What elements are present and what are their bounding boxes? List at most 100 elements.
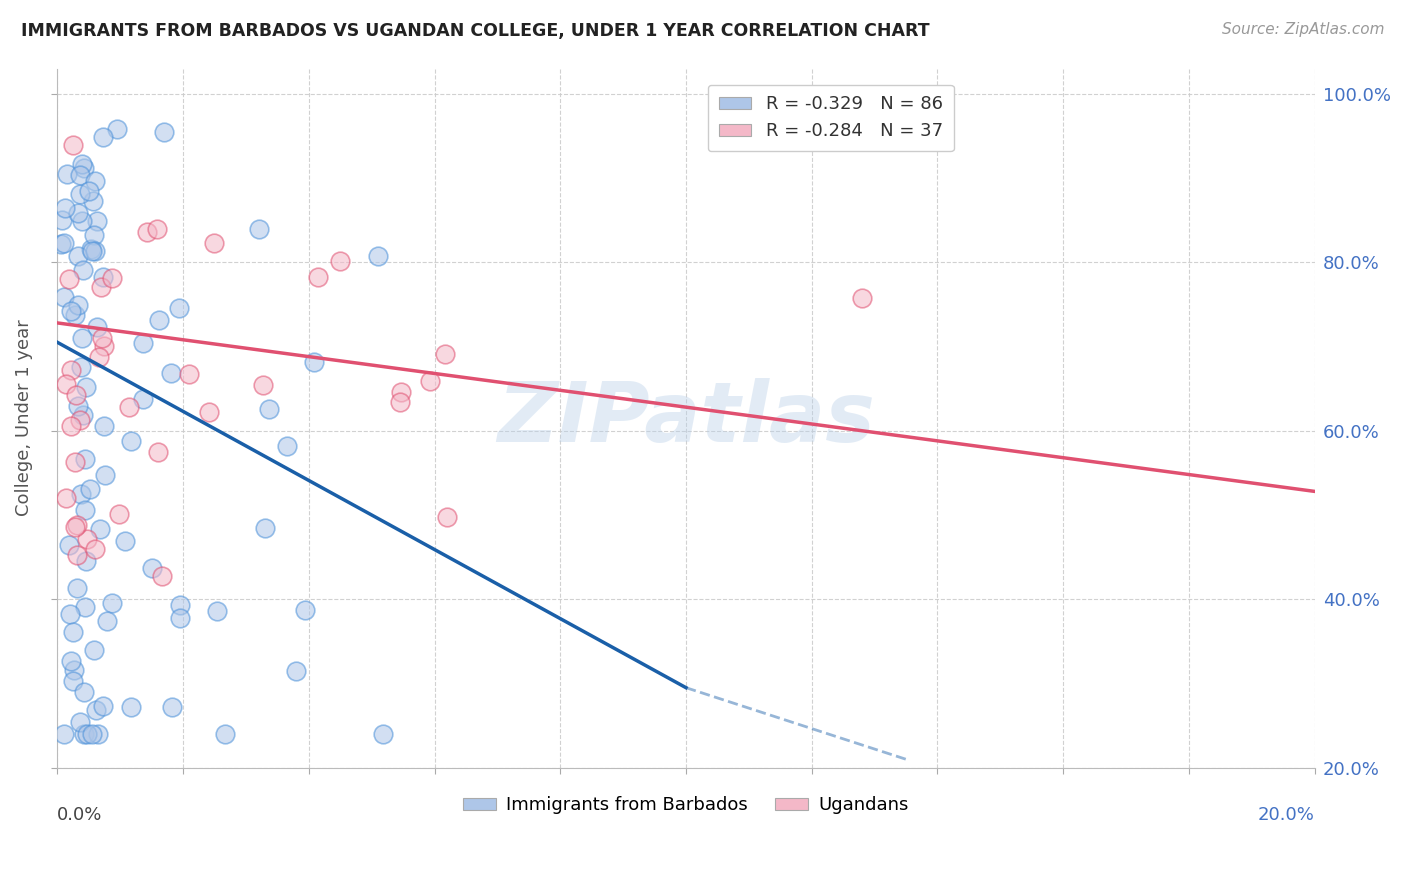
- Point: [59, 654, 82, 668]
- Point: [160, 366, 183, 380]
- Point: [436, 509, 458, 524]
- Point: [141, 561, 163, 575]
- Point: [69, 168, 91, 182]
- Point: [60, 303, 83, 318]
- Point: [63, 520, 86, 534]
- Point: [93, 418, 115, 433]
- Point: [72, 408, 94, 422]
- Point: [120, 700, 142, 714]
- Point: [214, 727, 236, 741]
- Point: [107, 122, 129, 136]
- Point: [253, 521, 276, 535]
- Point: [51, 213, 73, 227]
- Point: [67, 298, 90, 312]
- Point: [160, 700, 183, 714]
- Point: [80, 244, 103, 258]
- Legend: Immigrants from Barbados, Ugandans: Immigrants from Barbados, Ugandans: [456, 789, 917, 822]
- Point: [55, 491, 77, 506]
- Point: [62, 138, 84, 153]
- Point: [75, 503, 97, 517]
- Point: [53, 727, 76, 741]
- Point: [114, 533, 136, 548]
- Point: [66, 399, 89, 413]
- Point: [148, 445, 170, 459]
- Point: [55, 167, 77, 181]
- Text: 0.0%: 0.0%: [58, 806, 103, 824]
- Point: [63, 455, 86, 469]
- Point: [70, 331, 93, 345]
- Point: [83, 642, 105, 657]
- Point: [89, 522, 111, 536]
- Point: [69, 413, 91, 427]
- Point: [276, 439, 298, 453]
- Point: [75, 379, 97, 393]
- Point: [108, 507, 131, 521]
- Point: [118, 400, 141, 414]
- Point: [167, 301, 190, 315]
- Point: [169, 610, 191, 624]
- Point: [389, 395, 412, 409]
- Point: [373, 727, 395, 741]
- Point: [62, 624, 84, 639]
- Point: [96, 614, 118, 628]
- Point: [87, 727, 110, 741]
- Point: [86, 214, 108, 228]
- Point: [202, 236, 225, 251]
- Point: [131, 392, 153, 406]
- Point: [69, 714, 91, 729]
- Point: [52, 290, 75, 304]
- Point: [367, 249, 389, 263]
- Point: [84, 703, 107, 717]
- Point: [58, 272, 80, 286]
- Point: [169, 598, 191, 612]
- Point: [72, 263, 94, 277]
- Point: [73, 161, 96, 176]
- Point: [73, 727, 96, 741]
- Point: [304, 355, 326, 369]
- Point: [70, 213, 93, 227]
- Point: [101, 271, 124, 285]
- Point: [52, 235, 75, 250]
- Point: [120, 434, 142, 448]
- Point: [76, 532, 98, 546]
- Text: Source: ZipAtlas.com: Source: ZipAtlas.com: [1222, 22, 1385, 37]
- Point: [72, 685, 94, 699]
- Point: [70, 157, 93, 171]
- Point: [419, 374, 441, 388]
- Point: [65, 308, 87, 322]
- Point: [90, 280, 112, 294]
- Text: 20.0%: 20.0%: [1258, 806, 1315, 824]
- Point: [433, 347, 456, 361]
- Point: [90, 331, 112, 345]
- Point: [77, 184, 100, 198]
- Point: [69, 487, 91, 501]
- Text: IMMIGRANTS FROM BARBADOS VS UGANDAN COLLEGE, UNDER 1 YEAR CORRELATION CHART: IMMIGRANTS FROM BARBADOS VS UGANDAN COLL…: [21, 22, 929, 40]
- Point: [252, 377, 274, 392]
- Point: [75, 554, 97, 568]
- Y-axis label: College, Under 1 year: College, Under 1 year: [15, 319, 32, 516]
- Point: [389, 385, 412, 400]
- Point: [132, 335, 155, 350]
- Point: [307, 270, 329, 285]
- Point: [86, 319, 108, 334]
- Point: [66, 205, 89, 219]
- Point: [65, 387, 87, 401]
- Point: [146, 222, 169, 236]
- Point: [84, 541, 107, 556]
- Point: [83, 227, 105, 242]
- Point: [91, 129, 114, 144]
- Point: [152, 125, 174, 139]
- Point: [79, 483, 101, 497]
- Point: [851, 291, 873, 305]
- Point: [55, 376, 77, 391]
- Point: [59, 607, 82, 621]
- Point: [70, 359, 93, 374]
- Point: [53, 201, 76, 215]
- Point: [59, 418, 82, 433]
- Point: [93, 339, 115, 353]
- Point: [100, 596, 122, 610]
- Point: [177, 367, 200, 381]
- Point: [259, 401, 281, 416]
- Point: [66, 581, 89, 595]
- Point: [329, 253, 352, 268]
